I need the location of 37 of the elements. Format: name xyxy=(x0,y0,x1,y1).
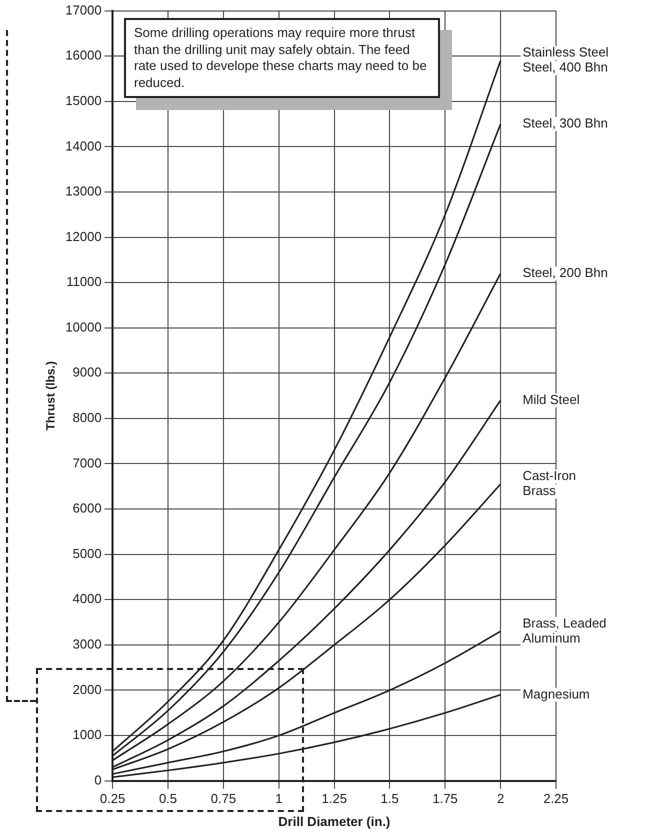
y-tick-label: 17000 xyxy=(65,2,102,18)
series-label: Brass, Leaded Aluminum xyxy=(522,615,606,646)
x-tick-label: 2.25 xyxy=(543,791,569,806)
x-tick-label: 1.25 xyxy=(322,791,347,806)
y-tick-label: 9000 xyxy=(72,364,102,380)
y-tick-label: 14000 xyxy=(65,138,102,154)
x-axis-title: Drill Diameter (in.) xyxy=(278,814,390,829)
y-tick-label: 13000 xyxy=(65,184,102,199)
y-tick-label: 11000 xyxy=(66,274,102,290)
series-label: Steel, 300 Bhn xyxy=(522,116,608,131)
y-tick-label: 6000 xyxy=(72,500,102,516)
series-label: Steel, 200 Bhn xyxy=(522,265,608,280)
y-tick-label: 15000 xyxy=(65,92,102,108)
x-tick-label: 1.75 xyxy=(432,791,458,806)
y-tick-label: 8000 xyxy=(72,410,102,426)
x-tick-label: 1.5 xyxy=(380,791,399,806)
x-tick-label: 0.25 xyxy=(100,791,126,806)
series-label: Magnesium xyxy=(522,686,590,702)
x-tick-label: 0.5 xyxy=(158,791,178,806)
y-axis-title: Thrust (lbs.) xyxy=(44,361,58,430)
series-label: Cast-Iron Brass xyxy=(522,468,576,498)
x-tick-label: 2 xyxy=(496,791,504,806)
y-tick-label: 10000 xyxy=(65,319,102,334)
series-label: Stainless Steel Steel, 400 Bhn xyxy=(522,44,609,75)
y-tick-label: 16000 xyxy=(65,48,102,63)
y-tick-label: 1000 xyxy=(72,727,102,742)
y-tick-label: 3000 xyxy=(72,636,102,652)
series-label: Mild Steel xyxy=(522,392,580,407)
annotation: Some drilling operations may require more thrust than the drilling unit may safely obtain. The feed rate used to develope these charts may need to be reduced. xyxy=(124,18,440,98)
y-tick-label: 2000 xyxy=(72,682,102,697)
y-tick-label: 12000 xyxy=(65,228,102,244)
y-tick-label: 7000 xyxy=(72,455,102,470)
y-tick-label: 5000 xyxy=(72,546,102,561)
x-tick-label: 1 xyxy=(275,791,282,806)
x-tick-label: 0.75 xyxy=(210,791,236,806)
y-tick-label: 4000 xyxy=(72,591,102,606)
y-tick-label: 0 xyxy=(94,772,102,788)
